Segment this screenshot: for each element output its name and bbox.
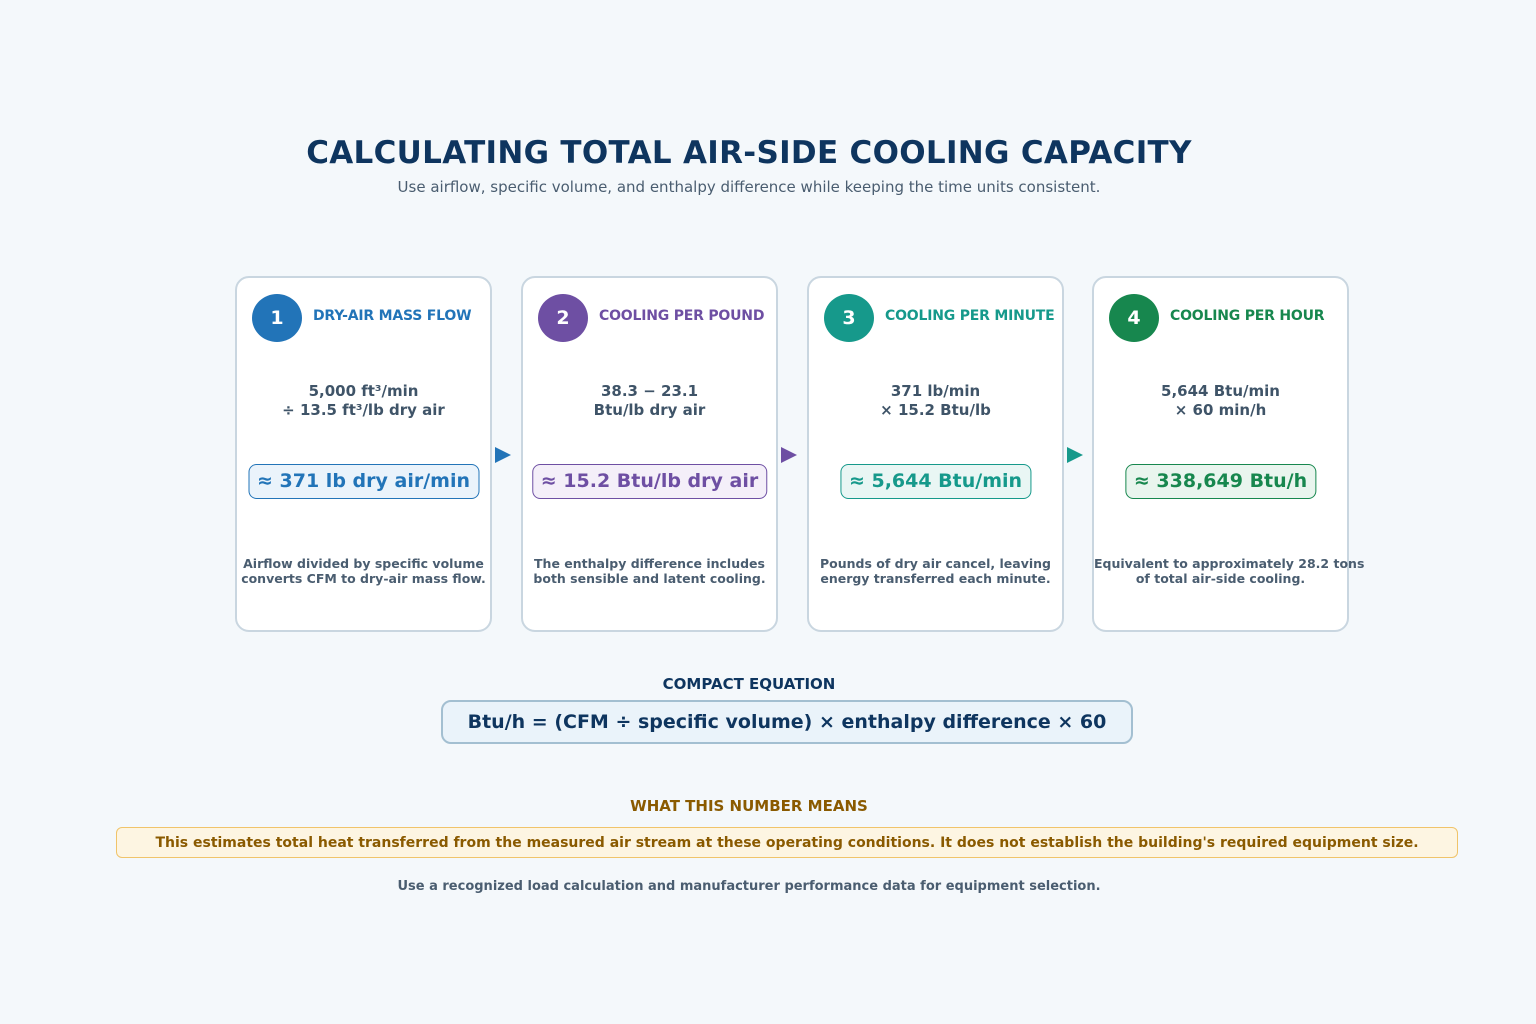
calc-line-2: Btu/lb dry air (593, 401, 706, 419)
meaning-label: WHAT THIS NUMBER MEANS (630, 797, 868, 815)
page-subtitle: Use airflow, specific volume, and enthal… (397, 178, 1101, 196)
calc-line-2: ÷ 13.5 ft³/lb dry air (282, 401, 445, 419)
note-line-2: energy transferred each minute. (820, 571, 1051, 586)
arrow-right-icon (781, 447, 797, 463)
calc-line-1: 5,000 ft³/min (308, 382, 419, 400)
step-result: ≈ 15.2 Btu/lb dry air (531, 464, 768, 499)
step-number-badge: 4 (1109, 294, 1159, 342)
note-line-2: of total air-side cooling. (1135, 571, 1306, 586)
step-number-badge: 2 (538, 294, 588, 342)
step-card-4: 4 COOLING PER HOUR 5,644 Btu/min × 60 mi… (1092, 276, 1365, 632)
step-number-badge: 3 (824, 294, 874, 342)
note-line-1: Airflow divided by specific volume (243, 556, 484, 571)
step-calculation: 5,000 ft³/min ÷ 13.5 ft³/lb dry air (237, 382, 490, 420)
calc-line-1: 371 lb/min (890, 382, 981, 400)
arrow-right-icon (495, 447, 511, 463)
step-result: ≈ 5,644 Btu/min (839, 464, 1032, 499)
step-result: ≈ 338,649 Btu/h (1124, 464, 1317, 499)
step-title: COOLING PER HOUR (1170, 308, 1325, 324)
step-title: DRY-AIR MASS FLOW (313, 308, 472, 324)
note-line-2: converts CFM to dry-air mass flow. (241, 571, 486, 586)
equation-label: COMPACT EQUATION (662, 675, 836, 693)
step-calculation: 5,644 Btu/min × 60 min/h (1094, 382, 1347, 420)
note-line-1: Pounds of dry air cancel, leaving (819, 556, 1051, 571)
step-calculation: 38.3 − 23.1 Btu/lb dry air (523, 382, 776, 420)
step-note: The enthalpy difference includes both se… (523, 556, 776, 586)
step-card-2: 2 COOLING PER POUND 38.3 − 23.1 Btu/lb d… (521, 276, 778, 632)
calc-line-1: 5,644 Btu/min (1161, 382, 1280, 400)
step-card-1: 1 DRY-AIR MASS FLOW 5,000 ft³/min ÷ 13.5… (235, 276, 492, 632)
step-title: COOLING PER POUND (599, 308, 765, 324)
step-result: ≈ 371 lb dry air/min (248, 464, 479, 499)
calc-line-2: × 15.2 Btu/lb (880, 401, 991, 419)
note-line-1: The enthalpy difference includes (534, 556, 765, 571)
note-line-2: both sensible and latent cooling. (533, 571, 766, 586)
step-calculation: 371 lb/min × 15.2 Btu/lb (809, 382, 1062, 420)
arrow-right-icon (1067, 447, 1083, 463)
calc-line-1: 38.3 − 23.1 (600, 382, 699, 400)
calc-line-2: × 60 min/h (1174, 401, 1267, 419)
step-title: COOLING PER MINUTE (885, 308, 1055, 324)
note-line-1: Equivalent to approximately 28.2 tons (1094, 556, 1365, 571)
footer-note: Use a recognized load calculation and ma… (397, 879, 1101, 894)
step-card-3: 3 COOLING PER MINUTE 371 lb/min × 15.2 B… (807, 276, 1064, 632)
equation-box: Btu/h = (CFM ÷ specific volume) × enthal… (441, 700, 1133, 744)
page-title: CALCULATING TOTAL AIR-SIDE COOLING CAPAC… (306, 135, 1192, 171)
step-number-badge: 1 (252, 294, 302, 342)
step-note: Equivalent to approximately 28.2 tons of… (1094, 556, 1365, 586)
step-note: Airflow divided by specific volume conve… (237, 556, 490, 586)
meaning-callout: This estimates total heat transferred fr… (116, 827, 1458, 858)
step-note: Pounds of dry air cancel, leaving energy… (809, 556, 1062, 586)
